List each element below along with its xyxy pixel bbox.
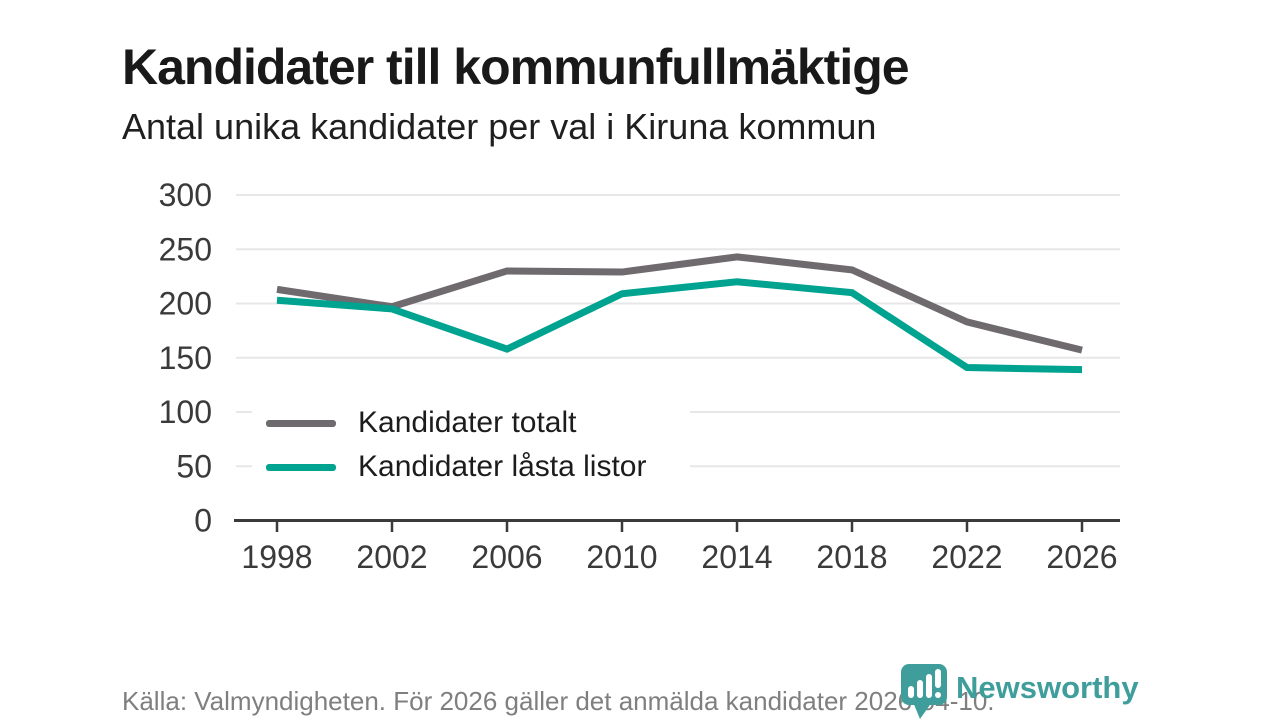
legend-swatch-totalt xyxy=(266,419,336,427)
source-note: Källa: Valmyndigheten. För 2026 gäller d… xyxy=(122,686,995,716)
page-title: Kandidater till kommunfullmäktige xyxy=(122,38,910,95)
speech-bubble-bar-chart-icon xyxy=(901,664,947,719)
y-axis-tick-label: 200 xyxy=(159,286,212,322)
legend-item-lasta-listor: Kandidater låsta listor xyxy=(252,445,690,489)
newsworthy-wordmark: Newsworthy xyxy=(956,670,1139,705)
x-axis-tick-label: 2006 xyxy=(471,539,542,575)
x-axis-tick-label: 2022 xyxy=(931,539,1002,575)
legend-swatch-lasta-listor xyxy=(266,463,336,471)
y-axis-tick-label: 150 xyxy=(159,340,212,376)
x-axis-tick-label: 2002 xyxy=(356,539,427,575)
y-axis-tick-label: 300 xyxy=(159,177,212,213)
x-axis-tick-label: 2010 xyxy=(586,539,657,575)
y-axis-tick-label: 250 xyxy=(159,231,212,267)
chart-subtitle: Antal unika kandidater per val i Kiruna … xyxy=(122,106,877,147)
y-axis-tick-label: 100 xyxy=(159,394,212,430)
x-axis-tick-label: 2014 xyxy=(701,539,772,575)
y-axis-tick-label: 0 xyxy=(194,503,212,539)
y-axis-tick-label: 50 xyxy=(176,448,212,484)
legend-label-lasta-listor: Kandidater låsta listor xyxy=(358,450,647,483)
legend-label-totalt: Kandidater totalt xyxy=(358,406,577,439)
newsworthy-logo: Newsworthy xyxy=(900,664,1139,720)
x-axis-tick-label: 1998 xyxy=(241,539,312,575)
x-axis-tick-label: 2026 xyxy=(1046,539,1117,575)
series-line-1 xyxy=(276,278,1083,374)
series-line-0 xyxy=(276,253,1083,354)
chart-legend: Kandidater totalt Kandidater låsta listo… xyxy=(252,401,690,489)
legend-item-totalt: Kandidater totalt xyxy=(252,401,690,445)
x-axis-tick-label: 2018 xyxy=(816,539,887,575)
